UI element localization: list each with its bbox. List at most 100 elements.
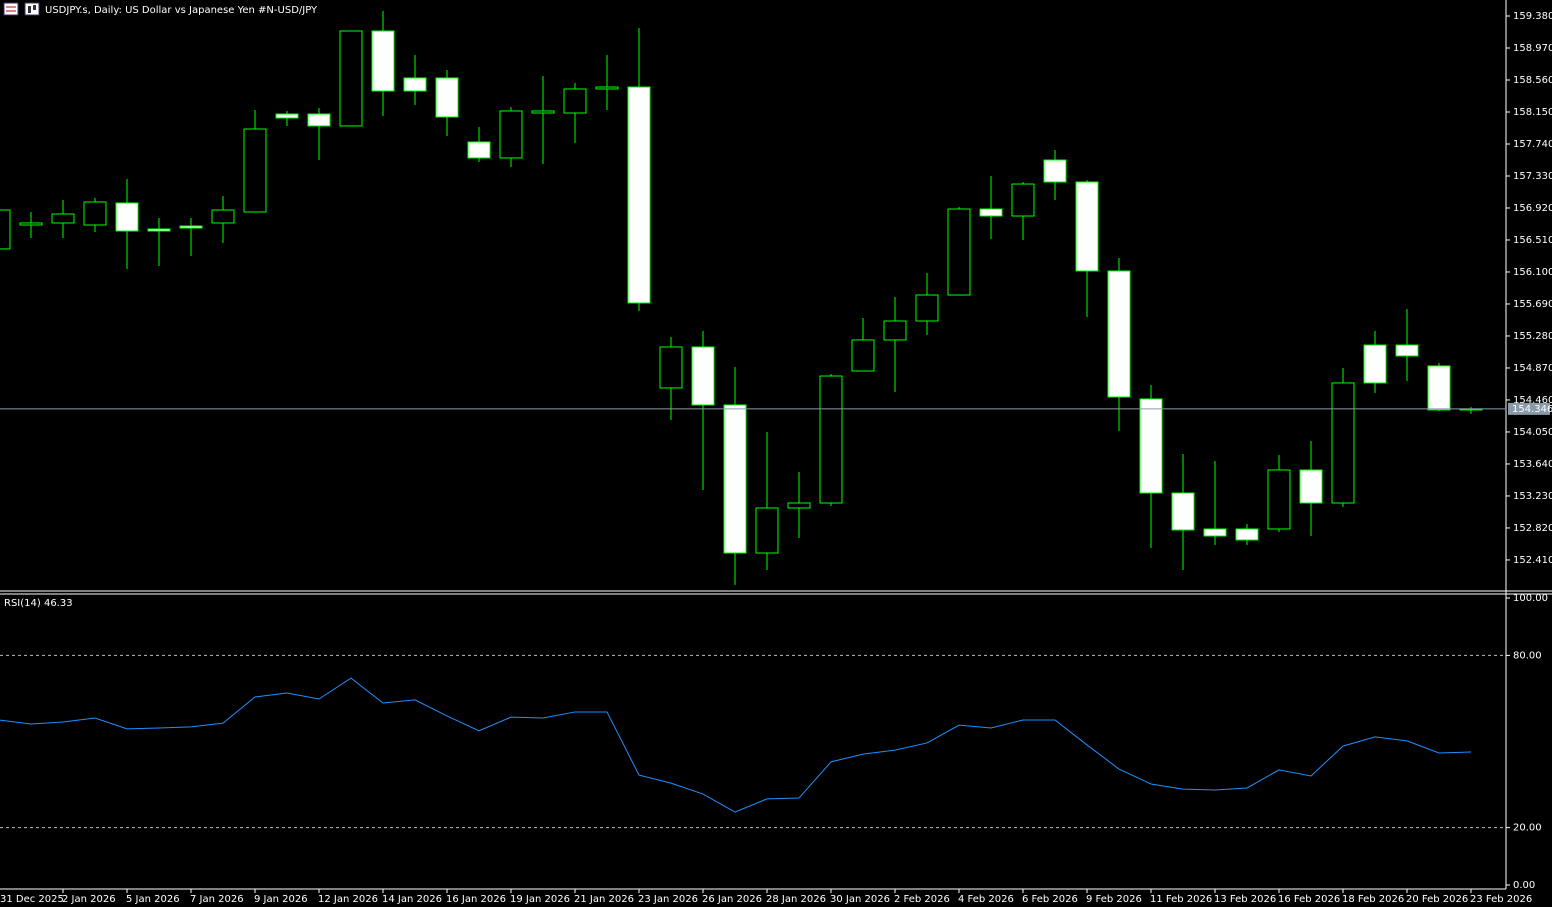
candle-body	[1395, 344, 1419, 357]
candle-body	[1139, 398, 1163, 494]
x-tick-label: 5 Jan 2026	[126, 894, 180, 905]
y-tick-label: 20.00	[1513, 823, 1542, 834]
candle-body	[1299, 469, 1323, 504]
candle-body	[1203, 528, 1227, 537]
current-price-box	[1508, 402, 1550, 415]
candle-body	[627, 86, 651, 304]
candle-body	[0, 209, 11, 250]
candle-body	[1107, 270, 1131, 398]
candle-body	[883, 320, 907, 341]
x-tick-label: 16 Feb 2026	[1278, 894, 1340, 905]
candle-body	[499, 110, 523, 159]
x-tick-label: 2 Feb 2026	[894, 894, 950, 905]
y-tick-label: 154.870	[1513, 363, 1552, 374]
candle-body	[1011, 183, 1035, 217]
y-tick-label: 154.050	[1513, 427, 1552, 438]
x-tick-label: 31 Dec 2025	[0, 894, 64, 905]
y-tick-label: 152.820	[1513, 523, 1552, 534]
candle-body	[83, 201, 107, 226]
y-tick-label: 156.100	[1513, 267, 1552, 278]
candle-body	[1427, 365, 1451, 411]
icon	[24, 2, 40, 16]
x-tick-label: 28 Jan 2026	[766, 894, 826, 905]
x-tick-label: 4 Feb 2026	[958, 894, 1014, 905]
candle-body	[563, 88, 587, 114]
x-tick-label: 20 Feb 2026	[1406, 894, 1468, 905]
icon	[28, 6, 31, 13]
candle-body	[1267, 469, 1291, 530]
y-tick-label: 156.920	[1513, 203, 1552, 214]
x-tick-label: 6 Feb 2026	[1022, 894, 1078, 905]
candle-body	[147, 228, 171, 232]
candle-body	[211, 209, 235, 224]
candle-body	[819, 375, 843, 504]
x-tick-label: 23 Feb 2026	[1470, 894, 1532, 905]
candle-body	[435, 77, 459, 118]
candle-body	[19, 222, 43, 226]
candle-body	[755, 507, 779, 554]
chart-title: USDJPY.s, Daily: US Dollar vs Japanese Y…	[45, 5, 318, 16]
x-tick-label: 13 Feb 2026	[1214, 894, 1276, 905]
y-tick-label: 157.330	[1513, 171, 1552, 182]
x-tick-label: 18 Feb 2026	[1342, 894, 1404, 905]
y-tick-label: 100.00	[1513, 593, 1548, 604]
y-tick-label: 153.640	[1513, 459, 1552, 470]
candle-body	[371, 30, 395, 92]
y-tick-label: 158.150	[1513, 107, 1552, 118]
y-tick-label: 156.510	[1513, 235, 1552, 246]
x-tick-label: 9 Feb 2026	[1086, 894, 1142, 905]
y-tick-label: 155.280	[1513, 331, 1552, 342]
x-tick-label: 12 Jan 2026	[318, 894, 378, 905]
x-tick-label: 14 Jan 2026	[382, 894, 442, 905]
candle-body	[275, 113, 299, 119]
candle-body	[1171, 492, 1195, 531]
candle-body	[979, 208, 1003, 217]
candle-body	[1075, 181, 1099, 272]
candle-body	[691, 346, 715, 406]
candle-body	[1363, 344, 1387, 384]
x-tick-label: 30 Jan 2026	[830, 894, 890, 905]
y-tick-label: 158.560	[1513, 75, 1552, 86]
x-tick-label: 7 Jan 2026	[190, 894, 244, 905]
candle-body	[1235, 528, 1259, 541]
y-tick-label: 152.410	[1513, 555, 1552, 566]
icon	[3, 2, 19, 16]
candle-body	[1043, 159, 1067, 183]
symbol-icons	[3, 2, 40, 16]
icon	[33, 5, 36, 10]
current-price-label: 154.346	[1512, 404, 1552, 415]
candle-body	[787, 502, 811, 509]
candle-body	[51, 213, 75, 224]
candle-body	[467, 141, 491, 159]
candle-body	[659, 346, 683, 389]
y-tick-label: 154.460	[1513, 395, 1552, 406]
rsi-line	[0, 677, 1472, 813]
candle-body	[403, 77, 427, 92]
candle-body	[723, 404, 747, 554]
candle-body	[531, 110, 555, 114]
y-tick-label: 0.00	[1513, 880, 1535, 891]
y-tick-label: 159.380	[1513, 11, 1552, 22]
x-tick-label: 19 Jan 2026	[510, 894, 570, 905]
y-tick-label: 157.740	[1513, 139, 1552, 150]
x-tick-label: 9 Jan 2026	[254, 894, 308, 905]
y-tick-label: 155.690	[1513, 299, 1552, 310]
candle-body	[595, 86, 619, 90]
candle-body	[915, 294, 939, 322]
x-tick-label: 11 Feb 2026	[1150, 894, 1212, 905]
candle-body	[947, 208, 971, 296]
y-tick-label: 153.230	[1513, 491, 1552, 502]
candle-body	[179, 225, 203, 229]
y-tick-label: 158.970	[1513, 43, 1552, 54]
x-tick-label: 16 Jan 2026	[446, 894, 506, 905]
x-tick-label: 2 Jan 2026	[62, 894, 116, 905]
candle-body	[115, 202, 139, 232]
y-tick-label: 80.00	[1513, 650, 1542, 661]
candle-body	[307, 113, 331, 127]
candle-body	[339, 30, 363, 127]
candle-body	[243, 128, 267, 213]
candle-body	[1331, 382, 1355, 504]
